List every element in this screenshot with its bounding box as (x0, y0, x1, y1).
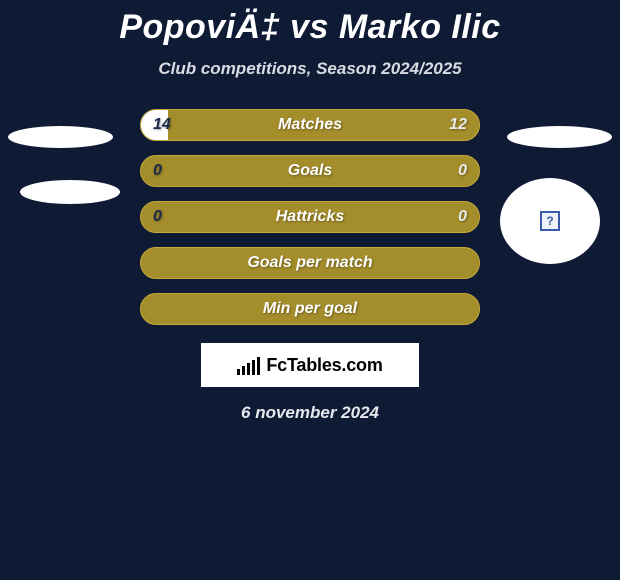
stat-right-value: 0 (458, 208, 467, 226)
stat-right-value: 12 (449, 116, 467, 134)
player-right-avatar-placeholder: ? (500, 178, 600, 264)
brand-badge: FcTables.com (201, 343, 419, 387)
brand-text: FcTables.com (266, 355, 382, 376)
stat-row-goals: 0 Goals 0 (140, 155, 480, 187)
stat-label: Hattricks (276, 208, 344, 226)
question-icon: ? (540, 211, 560, 231)
stat-label: Matches (278, 116, 342, 134)
stats-panel: 14 Matches 12 0 Goals 0 0 Hattricks 0 Go… (140, 109, 480, 325)
stat-left-value: 0 (153, 162, 162, 180)
stat-row-matches: 14 Matches 12 (140, 109, 480, 141)
date-label: 6 november 2024 (0, 403, 620, 423)
player-left-shape-2 (20, 180, 120, 204)
page-title: PopoviÄ‡ vs Marko Ilic (0, 0, 620, 47)
player-right-shape-1 (507, 126, 612, 148)
stat-row-min-per-goal: Min per goal (140, 293, 480, 325)
stat-label: Min per goal (263, 300, 357, 318)
stat-row-hattricks: 0 Hattricks 0 (140, 201, 480, 233)
stat-left-value: 14 (153, 116, 171, 134)
stat-label: Goals per match (247, 254, 372, 272)
stat-row-goals-per-match: Goals per match (140, 247, 480, 279)
page-subtitle: Club competitions, Season 2024/2025 (0, 59, 620, 79)
stat-left-value: 0 (153, 208, 162, 226)
brand-bars-icon (237, 355, 260, 375)
player-left-shape-1 (8, 126, 113, 148)
stat-right-value: 0 (458, 162, 467, 180)
stat-label: Goals (288, 162, 332, 180)
